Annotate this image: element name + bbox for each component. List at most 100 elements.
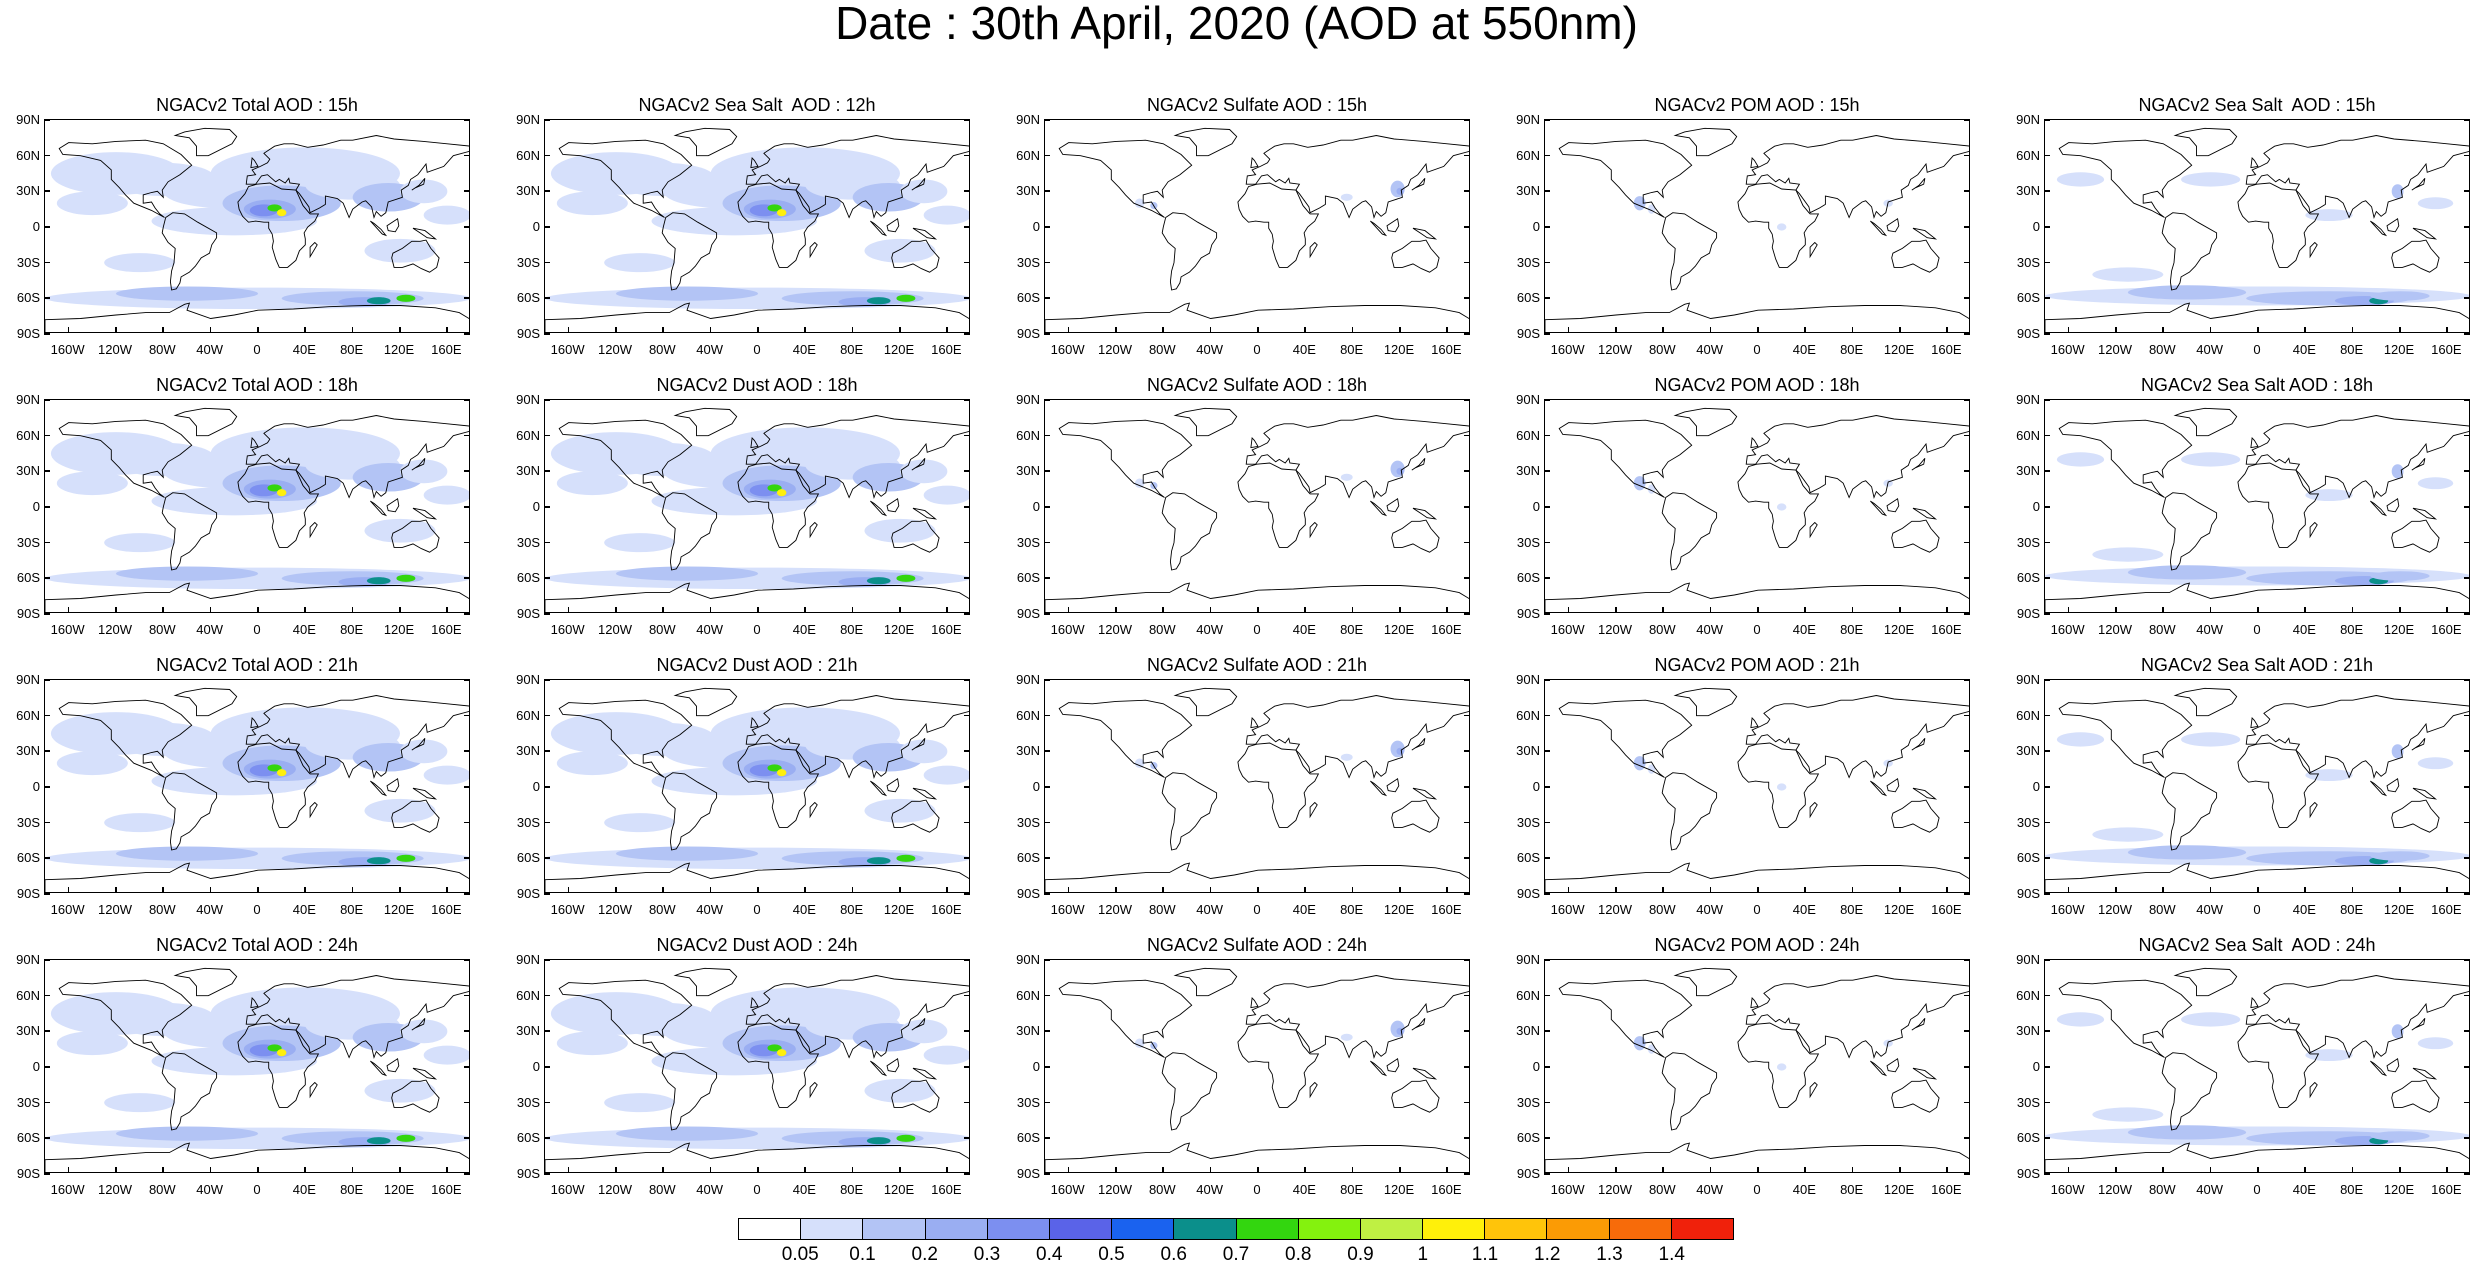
coastline [2250, 157, 2259, 169]
latitude-tick [1464, 190, 1470, 192]
latitude-tick [464, 613, 470, 615]
aerosol-shading [396, 1134, 416, 1142]
longitude-label: 80E [2340, 1182, 2364, 1197]
panel-title: NGACv2 Dust AOD : 24h [656, 935, 858, 955]
coastline [2173, 687, 2238, 717]
latitude-tick [1544, 1173, 1550, 1175]
longitude-tick [399, 1167, 401, 1173]
antarctica-coastline [2045, 862, 2469, 892]
longitude-tick [446, 1167, 448, 1173]
latitude-tick [1964, 506, 1970, 508]
longitude-label: 80W [648, 1182, 676, 1197]
coastline [58, 979, 193, 1058]
coastline [737, 182, 820, 268]
coastline [886, 1057, 900, 1073]
latitude-tick [464, 1030, 470, 1032]
panel-title: NGACv2 Dust AOD : 21h [656, 655, 858, 675]
latitude-tick [464, 1173, 470, 1175]
aerosol-shading [866, 577, 891, 585]
latitude-tick [44, 190, 50, 192]
latitude-tick [44, 226, 50, 228]
coastline [1411, 738, 1426, 751]
latitude-tick [544, 154, 550, 157]
world-map [545, 967, 969, 1172]
longitude-label: 0 [1753, 622, 1761, 637]
latitude-tick [544, 190, 550, 192]
coastline [250, 997, 259, 1009]
latitude-tick [544, 261, 550, 264]
latitude-tick [2464, 714, 2470, 717]
latitude-tick [2044, 959, 2050, 961]
coastline [1173, 407, 1238, 437]
map-frame [544, 679, 970, 893]
latitude-tick [964, 226, 970, 228]
latitude-tick [1044, 714, 1050, 717]
colorbar-label: 0.3 [973, 1244, 1001, 1265]
latitude-label: 90S [1016, 886, 1040, 901]
coastline [1911, 1018, 1926, 1031]
longitude-tick [851, 1167, 854, 1173]
latitude-label: 60N [16, 707, 40, 723]
panel-title: NGACv2 Sea Salt AOD : 24h [2138, 935, 2376, 955]
coastline [1058, 979, 1193, 1058]
colorbar-swatch [925, 1219, 988, 1239]
coastline [809, 521, 818, 539]
latitude-label: 30N [516, 743, 540, 759]
latitude-tick [1044, 297, 1050, 299]
latitude-tick [1964, 679, 1970, 681]
coastline [891, 1079, 940, 1113]
longitude-label: 80E [340, 902, 364, 917]
latitude-label: 0 [2032, 219, 2040, 234]
aerosol-shading [864, 238, 936, 263]
latitude-tick [1964, 613, 1970, 615]
longitude-tick [1662, 607, 1664, 613]
latitude-tick [2044, 399, 2050, 401]
longitude-tick [1899, 1167, 1901, 1173]
latitude-label: 90N [1016, 112, 1040, 127]
latitude-tick [1044, 1030, 1050, 1032]
latitude-tick [544, 1137, 550, 1139]
map-panel: NGACv2 POM AOD : 21h 90N 60N 30N 0 30S 60S 90S 1… [1506, 655, 2006, 925]
latitude-tick [1544, 297, 1550, 299]
coastline [1886, 777, 1900, 793]
map-frame [1044, 959, 1470, 1173]
longitude-label: 40W [2196, 342, 2224, 357]
coastline [2237, 742, 2320, 828]
latitude-tick [1964, 119, 1970, 121]
world-map [1045, 407, 1469, 612]
longitude-label: 80E [1840, 622, 1864, 637]
coastline [412, 787, 438, 800]
longitude-tick [1709, 327, 1712, 333]
longitude-label: 80E [1340, 1182, 1364, 1197]
longitude-label: 40E [1292, 622, 1316, 637]
longitude-label: 120W [1098, 1182, 1132, 1197]
latitude-tick [964, 613, 970, 615]
longitude-label: 0 [1753, 1182, 1761, 1197]
latitude-tick [1544, 541, 1550, 544]
longitude-label: 0 [2253, 342, 2261, 357]
latitude-label: 30N [1516, 1023, 1540, 1039]
aerosol-shading [767, 764, 782, 772]
longitude-label: 40W [196, 1182, 224, 1197]
coastline [2412, 507, 2438, 520]
longitude-label: 120W [1598, 1182, 1632, 1197]
coastline [1737, 1022, 1820, 1108]
longitude-tick [662, 607, 664, 613]
longitude-label: 160E [2431, 342, 2462, 357]
coastline [1745, 135, 1969, 220]
colorbar-label: 0.05 [781, 1244, 819, 1265]
longitude-label: 40E [2292, 1182, 2316, 1197]
longitude-label: 40E [2292, 622, 2316, 637]
longitude-label: 160W [2050, 902, 2085, 917]
latitude-tick [964, 577, 970, 579]
coastline [1661, 772, 1718, 851]
latitude-tick [1964, 154, 1970, 157]
coastline [391, 1079, 440, 1113]
latitude-tick [2464, 1173, 2470, 1175]
coastline [2386, 217, 2400, 233]
aerosol-shading [616, 846, 758, 861]
longitude-tick [351, 1167, 354, 1173]
aerosol-shading [366, 297, 391, 305]
aerosol-shading [104, 813, 176, 833]
longitude-tick [2209, 607, 2212, 613]
